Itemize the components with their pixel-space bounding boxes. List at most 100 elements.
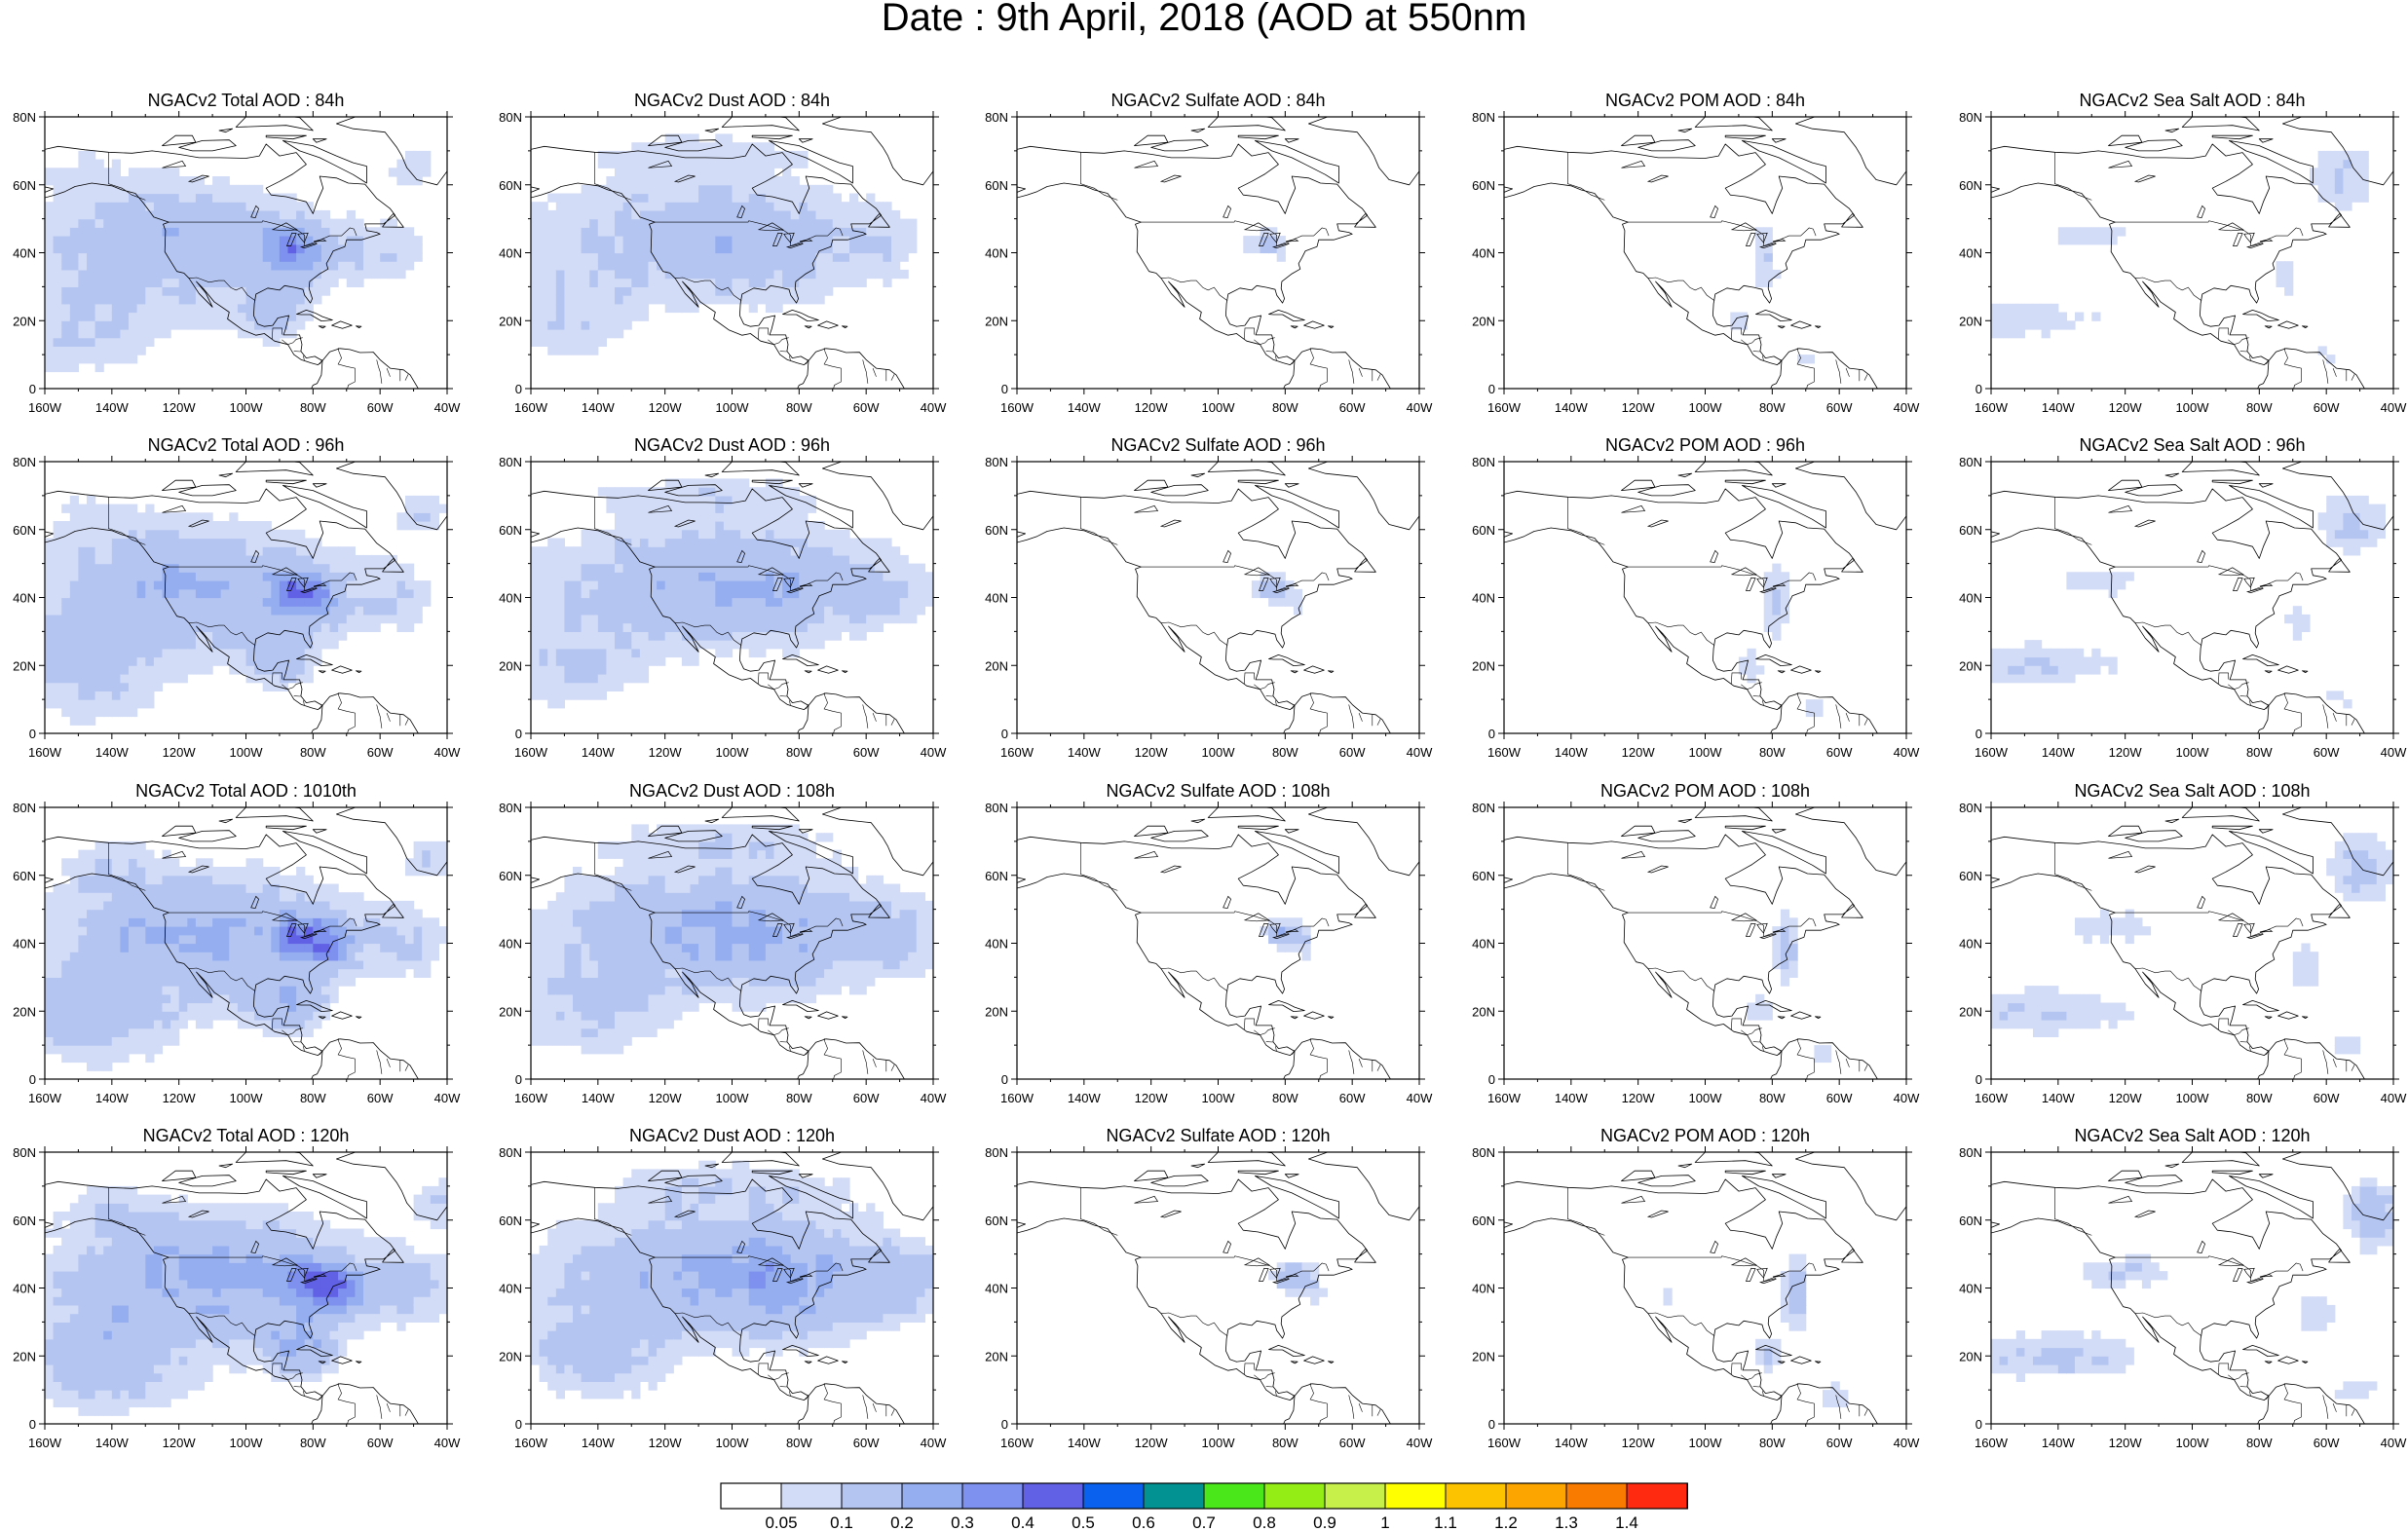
colorbar-swatch [1324,1482,1386,1510]
lon-tick-label: 160W [1975,745,2009,760]
lon-tick-label: 40W [921,1436,947,1450]
lat-tick-label: 20N [1959,1004,1982,1019]
lat-tick-label: 0 [1488,727,1495,741]
colorbar-swatch [961,1482,1024,1510]
lat-tick-label: 60N [499,869,522,883]
lat-tick-label: 80N [499,1145,522,1160]
lat-tick-label: 40N [499,246,522,261]
political-borders [2054,842,2355,1079]
panel-title: NGACv2 POM AOD : 84h [1605,91,1805,110]
lat-tick-label: 0 [29,1072,36,1087]
colorbar-label: 0.05 [765,1513,797,1531]
panel-title: NGACv2 Sulfate AOD : 120h [1106,1126,1330,1145]
colorbar-label: 0.7 [1192,1513,1216,1531]
lat-tick-label: 80N [1472,801,1495,815]
lat-tick-label: 60N [499,1214,522,1228]
panel-title: NGACv2 Sea Salt AOD : 120h [2074,1126,2310,1145]
lon-tick-label: 160W [28,745,62,760]
lakes [162,850,327,939]
lat-tick-label: 80N [1472,110,1495,125]
lon-tick-label: 120W [1622,1091,1656,1105]
lon-tick-label: 160W [28,1091,62,1105]
lon-tick-label: 140W [582,400,616,415]
lat-tick-label: 40N [1959,937,1982,952]
lat-tick-label: 20N [985,1349,1008,1363]
lakes [648,850,813,939]
aod-field [45,1177,447,1416]
lon-tick-label: 160W [1487,745,1522,760]
lat-tick-label: 40N [499,937,522,952]
panel-title: NGACv2 POM AOD : 120h [1600,1126,1810,1145]
lakes [1621,1195,1787,1284]
lat-tick-label: 20N [13,658,36,673]
lon-tick-label: 120W [649,745,683,760]
lat-tick-label: 20N [13,1349,36,1363]
lat-tick-label: 60N [1472,178,1495,193]
lon-tick-label: 40W [1407,400,1433,415]
colorbar-label: 0.1 [830,1513,853,1531]
panel-title: NGACv2 Dust AOD : 108h [629,781,835,801]
lat-tick-label: 80N [13,801,36,815]
aod-field [1991,150,2369,364]
panel-title: NGACv2 Total AOD : 1010th [135,781,357,801]
lat-tick-label: 60N [499,523,522,538]
lon-tick-label: 80W [786,1091,812,1105]
lat-tick-label: 40N [1472,591,1495,606]
lon-tick-label: 120W [2109,1436,2143,1450]
panel-title: NGACv2 Sulfate AOD : 84h [1110,91,1325,110]
lon-tick-label: 100W [1202,1091,1236,1105]
aod-field [45,495,447,726]
colorbar-label: 0.6 [1132,1513,1155,1531]
lon-tick-label: 60W [367,1436,394,1450]
lat-tick-label: 60N [1959,523,1982,538]
lakes [162,504,327,593]
lon-tick-label: 120W [649,1436,683,1450]
figure-title: Date : 9th April, 2018 (AOD at 550nm [882,0,1527,39]
lon-tick-label: 100W [1202,1436,1236,1450]
lon-tick-label: 60W [853,745,880,760]
map-panel-total-84h: NGACv2 Total AOD : 84h 0 20N 40N 60N 80N 160W 1… [13,91,461,415]
panel-title: NGACv2 POM AOD : 96h [1605,435,1805,455]
lon-tick-label: 160W [1975,400,2009,415]
lon-tick-label: 40W [921,1091,947,1105]
map-panel-dust-96h: NGACv2 Dust AOD : 96h 0 20N 40N 60N 80N 160W 14… [499,435,947,760]
lon-tick-label: 160W [1000,1436,1035,1450]
aod-field [531,133,918,355]
lon-tick-label: 60W [367,400,394,415]
lat-tick-label: 20N [1959,1349,1982,1363]
lakes [648,160,813,248]
lat-tick-label: 0 [515,1072,522,1087]
lon-tick-label: 40W [1894,1091,1920,1105]
lat-tick-label: 0 [1975,382,1982,396]
aod-field [1663,1253,1849,1408]
lon-tick-label: 80W [300,400,326,415]
lon-tick-label: 40W [434,1436,461,1450]
colorbar-frame [720,1482,1688,1510]
lon-tick-label: 60W [1826,400,1853,415]
lakes [648,504,813,593]
lat-tick-label: 60N [13,1214,36,1228]
lon-tick-label: 140W [1068,400,1102,415]
lat-tick-label: 20N [985,314,1008,328]
lon-tick-label: 60W [2314,745,2340,760]
lon-tick-label: 40W [1894,1436,1920,1450]
lon-tick-label: 80W [300,1436,326,1450]
lat-tick-label: 0 [1975,1417,1982,1432]
lon-tick-label: 60W [1339,400,1366,415]
aod-field [1738,563,1824,718]
lon-tick-label: 120W [1135,745,1169,760]
lat-tick-label: 80N [985,110,1008,125]
lat-tick-label: 40N [13,937,36,952]
lakes [162,160,327,248]
lat-tick-label: 60N [13,869,36,883]
lon-tick-label: 140W [1555,745,1589,760]
lon-tick-label: 120W [163,745,197,760]
lon-tick-label: 60W [853,1091,880,1105]
lat-tick-label: 40N [499,1282,522,1296]
lon-tick-label: 160W [514,1436,548,1450]
aod-field [1991,495,2386,709]
lat-tick-label: 0 [515,727,522,741]
lat-tick-label: 0 [1001,1072,1008,1087]
lon-tick-label: 40W [2381,1091,2407,1105]
lon-tick-label: 140W [582,1091,616,1105]
